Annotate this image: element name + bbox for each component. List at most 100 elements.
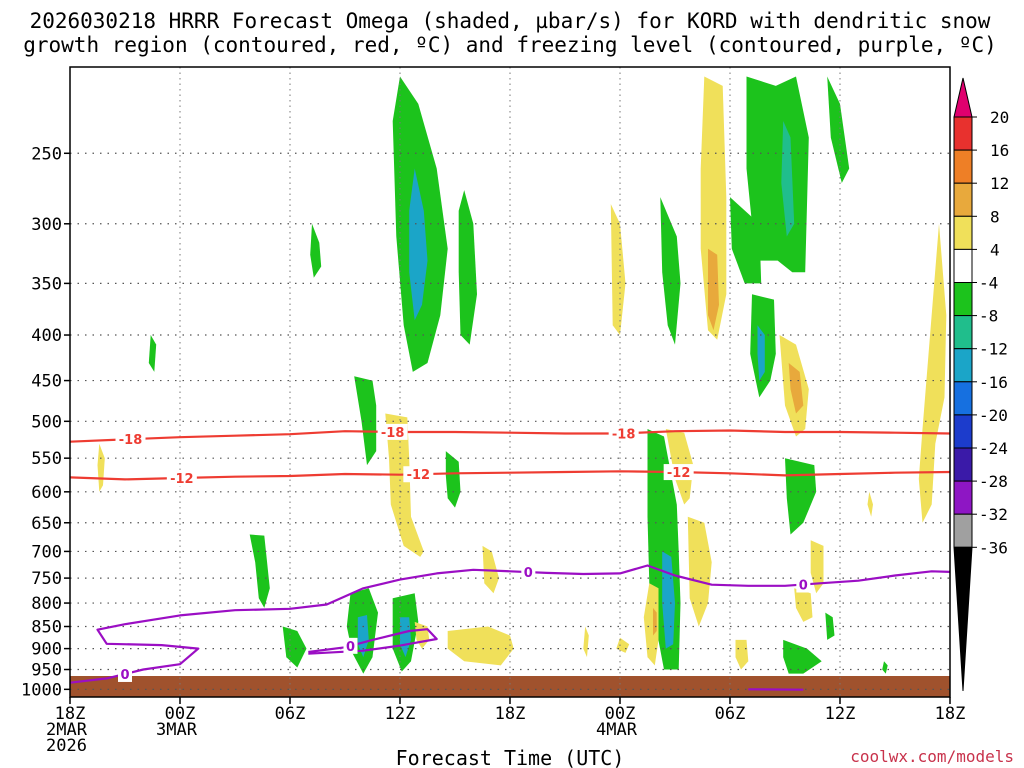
x-tick-label-1-1: 3MAR	[156, 720, 198, 740]
contour-line-1	[70, 470, 950, 481]
colorbar-box-2	[953, 182, 973, 217]
colorbar-label-0: 20	[990, 108, 1009, 127]
omega-region-13	[781, 121, 795, 237]
x-tick-label-1-0: 00Z	[165, 704, 196, 724]
contour-label-bg-1-1	[403, 466, 434, 483]
colorbar: 20 16 12 8 4 -4 -8 -12 -16 -20 -24 -28 -32 -36	[953, 77, 1009, 692]
x-tick-label-8-0: 18Z	[935, 704, 966, 724]
contour-label-bg-0-2	[608, 425, 639, 442]
colorbar-label-7: -12	[979, 340, 1008, 359]
x-tick-label-5-0: 00Z	[605, 704, 636, 724]
omega-region-37	[643, 583, 659, 666]
contour-label-bg-2-2	[796, 576, 811, 593]
chart-title-line-2: growth region (contoured, red, ºC) and f…	[23, 33, 997, 57]
contour-label-bg-3-0	[343, 637, 358, 654]
y-tick-label-300: 300	[31, 215, 62, 235]
contour-label-2-2: 0	[799, 578, 808, 593]
contour-label-bg-1-2	[663, 464, 694, 481]
x-tick-label-2-0: 06Z	[275, 704, 306, 724]
omega-region-45	[882, 661, 888, 674]
contour-label-1-2: -12	[667, 466, 691, 481]
contour-labels: -18 -18 -18 -12 -12 -12 0 0 0 0	[115, 423, 811, 683]
colorbar-label-8: -16	[979, 373, 1008, 392]
credit-text: coolwx.com/models	[850, 747, 1014, 766]
omega-region-2	[458, 190, 477, 345]
omega-region-25	[282, 626, 307, 668]
omega-region-1	[409, 168, 428, 321]
y-tick-label-350: 350	[31, 274, 62, 294]
colorbar-label-2: 12	[990, 174, 1009, 193]
contour-lines	[70, 429, 950, 691]
omega-region-18	[757, 325, 765, 381]
omega-region-9	[660, 197, 681, 345]
omega-region-15	[730, 197, 762, 284]
x-tick-label-5-1: 4MAR	[596, 720, 638, 740]
omega-region-36	[662, 551, 675, 649]
contour-label-1-0: -12	[170, 472, 194, 487]
x-tick-label-0-0: 18Z	[55, 704, 86, 724]
colorbar-box-9	[953, 414, 973, 449]
omega-region-24	[97, 443, 105, 492]
y-tick-label-600: 600	[31, 483, 62, 503]
grid-lines	[70, 67, 950, 697]
x-tick-label-4-0: 18Z	[495, 704, 526, 724]
y-tick-label-950: 950	[31, 661, 62, 681]
omega-region-27	[357, 615, 369, 658]
omega-region-20	[788, 363, 804, 414]
contour-label-0-2: -18	[612, 427, 636, 442]
colorbar-box-1	[953, 149, 973, 184]
y-tick-label-800: 800	[31, 594, 62, 614]
colorbar-label-6: -8	[979, 307, 998, 326]
y-tick-label-250: 250	[31, 144, 62, 164]
omega-region-5	[354, 376, 377, 466]
colorbar-label-10: -24	[979, 439, 1008, 458]
x-tick-label-0-1: 2MAR	[46, 720, 88, 740]
omega-region-33	[583, 626, 589, 658]
colorbar-label-9: -20	[979, 406, 1008, 425]
contour-label-2-0: 0	[120, 668, 129, 683]
omega-region-46	[867, 491, 873, 517]
omega-region-29	[400, 617, 411, 658]
omega-region-10	[700, 76, 727, 340]
omega-region-38	[653, 607, 657, 636]
x-tick-label-6-0: 06Z	[715, 704, 746, 724]
y-tick-label-400: 400	[31, 326, 62, 346]
omega-region-31	[447, 626, 514, 666]
omega-region-41	[783, 639, 822, 674]
y-tick-label-500: 500	[31, 412, 62, 432]
colorbar-label-5: -4	[979, 274, 998, 293]
omega-region-23	[249, 534, 270, 608]
colorbar-box-7	[953, 348, 973, 383]
omega-region-6	[445, 451, 461, 508]
colorbar-box-6	[953, 315, 973, 350]
omega-region-8	[610, 204, 626, 335]
colorbar-label-13: -36	[979, 538, 1008, 557]
omega-shading-layer	[97, 76, 947, 674]
contour-line-0	[70, 429, 950, 443]
colorbar-box-0	[953, 116, 973, 151]
ground-surface	[70, 676, 950, 697]
contour-label-2-1: 0	[524, 566, 533, 581]
omega-region-43	[794, 588, 813, 622]
y-tick-label-700: 700	[31, 542, 62, 562]
colorbar-box-3	[953, 215, 973, 250]
omega-region-7	[385, 413, 424, 557]
chart-title-line-1: 2026030218 HRRR Forecast Omega (shaded, …	[30, 9, 991, 33]
omega-region-39	[687, 516, 712, 627]
x-tick-label-0-2: 2026	[46, 736, 87, 756]
contour-label-bg-2-1	[521, 564, 536, 581]
contour-label-3-0: 0	[346, 640, 355, 655]
y-tick-label-1000: 1000	[21, 680, 62, 700]
contour-line-2	[70, 564, 950, 684]
contour-label-bg-2-0	[118, 665, 132, 682]
y-tick-label-850: 850	[31, 617, 62, 637]
contour-label-0-1: -18	[381, 426, 405, 441]
omega-region-22	[918, 223, 947, 523]
omega-region-44	[810, 540, 824, 594]
colorbar-label-11: -28	[979, 472, 1008, 491]
y-axis: 250 300 350 400 450 500 550 600 650 700 750 800 850 9…	[21, 144, 70, 700]
x-axis-label: Forecast Time (UTC)	[396, 746, 625, 768]
contour-label-bg-0-0	[115, 431, 146, 448]
colorbar-bottom-triangle	[953, 546, 973, 692]
